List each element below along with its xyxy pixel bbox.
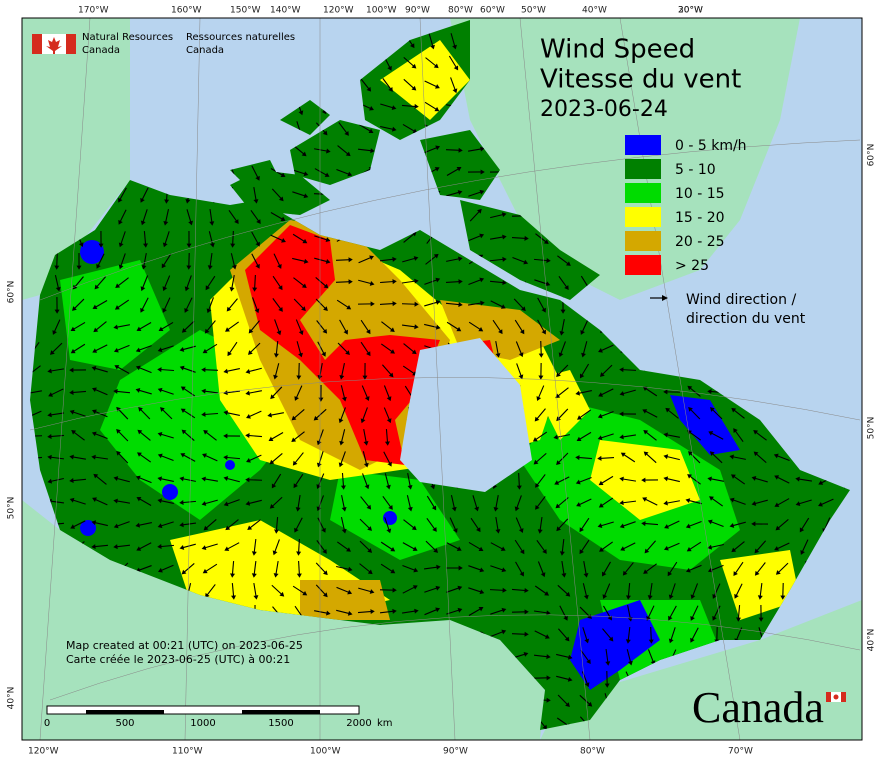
legend-swatch — [625, 183, 661, 203]
arrow-shaft — [446, 150, 460, 151]
title-en: Wind Speed — [540, 35, 695, 65]
legend-swatch — [625, 135, 661, 155]
lon-label: 160°W — [171, 6, 202, 16]
nrcan-en: Natural Resources — [82, 32, 173, 43]
arrow-shaft — [512, 634, 526, 635]
lon-label: 100°W — [366, 6, 397, 16]
legend-swatch — [625, 159, 661, 179]
legend-swatch — [625, 231, 661, 251]
arrow-shaft — [490, 590, 504, 591]
legend-label: 0 - 5 km/h — [675, 138, 747, 154]
lat-label: 50°N — [867, 417, 877, 440]
lon-label: 100°W — [310, 747, 341, 757]
arrow-shaft — [336, 260, 350, 261]
footer: Map created at 00:21 (UTC) on 2023-06-25 — [66, 639, 303, 652]
scale-seg — [281, 710, 320, 714]
canada-wordmark: Canada — [692, 683, 846, 732]
nrcan-fr: Canada — [186, 45, 224, 56]
title-fr: Vitesse du vent — [540, 65, 741, 95]
scale-label: 1500 — [268, 718, 293, 729]
lon-label: 40°W — [582, 6, 607, 16]
title-date: 2023-06-24 — [540, 97, 668, 122]
arrow-shaft — [204, 370, 218, 371]
lon-label: 170°W — [78, 6, 109, 16]
lon-label: 120°W — [28, 747, 59, 757]
arrow-label: Wind direction / — [686, 292, 796, 308]
legend-label: 20 - 25 — [675, 234, 725, 250]
lat-label: 40°N — [7, 687, 17, 710]
arrow-shaft — [57, 253, 58, 267]
scale-unit: km — [377, 718, 393, 729]
lon-label: 150°W — [230, 6, 261, 16]
lon-label: 90°W — [443, 747, 468, 757]
legend-swatch — [625, 255, 661, 275]
footer: Carte créée le 2023-06-25 (UTC) à 00:21 — [66, 653, 290, 666]
arrow-shaft — [519, 473, 520, 487]
lon-label: 120°W — [323, 6, 354, 16]
lat-label: 60°N — [7, 281, 17, 304]
lon-label: 50°W — [521, 6, 546, 16]
scale-seg — [125, 710, 164, 714]
arrow-label: direction du vent — [686, 311, 806, 327]
nrcan-en: Canada — [82, 45, 120, 56]
scale-label: 1000 — [190, 718, 215, 729]
lon-label: 80°W — [580, 747, 605, 757]
lon-label: 20°W — [678, 6, 703, 16]
wordmark: Canada — [692, 683, 824, 732]
arrow-shaft — [622, 370, 636, 371]
legend-label: > 25 — [675, 258, 709, 274]
lat-label: 40°N — [867, 629, 877, 652]
lat-label: 50°N — [7, 497, 17, 520]
lon-label: 140°W — [270, 6, 301, 16]
lon-label: 60°W — [480, 6, 505, 16]
scale-seg — [242, 710, 281, 714]
scale-label: 2000 — [346, 718, 371, 729]
nrcan-fr: Ressources naturelles — [186, 32, 295, 43]
lon-label: 70°W — [728, 747, 753, 757]
legend-label: 5 - 10 — [675, 162, 716, 178]
arrow-shaft — [255, 275, 256, 289]
legend-label: 10 - 15 — [675, 186, 725, 202]
scale-seg — [86, 710, 125, 714]
lon-label: 90°W — [405, 6, 430, 16]
lon-label: 110°W — [172, 747, 203, 757]
lon-label: 80°W — [448, 6, 473, 16]
legend-swatch — [625, 207, 661, 227]
arrow-shaft — [336, 282, 350, 283]
arrow-shaft — [233, 231, 234, 245]
scale-label: 500 — [115, 718, 134, 729]
legend-label: 15 - 20 — [675, 210, 725, 226]
arrow-shaft — [541, 341, 542, 355]
scale-label: 0 — [44, 718, 50, 729]
lat-label: 60°N — [867, 144, 877, 167]
arrow-shaft — [651, 627, 652, 641]
